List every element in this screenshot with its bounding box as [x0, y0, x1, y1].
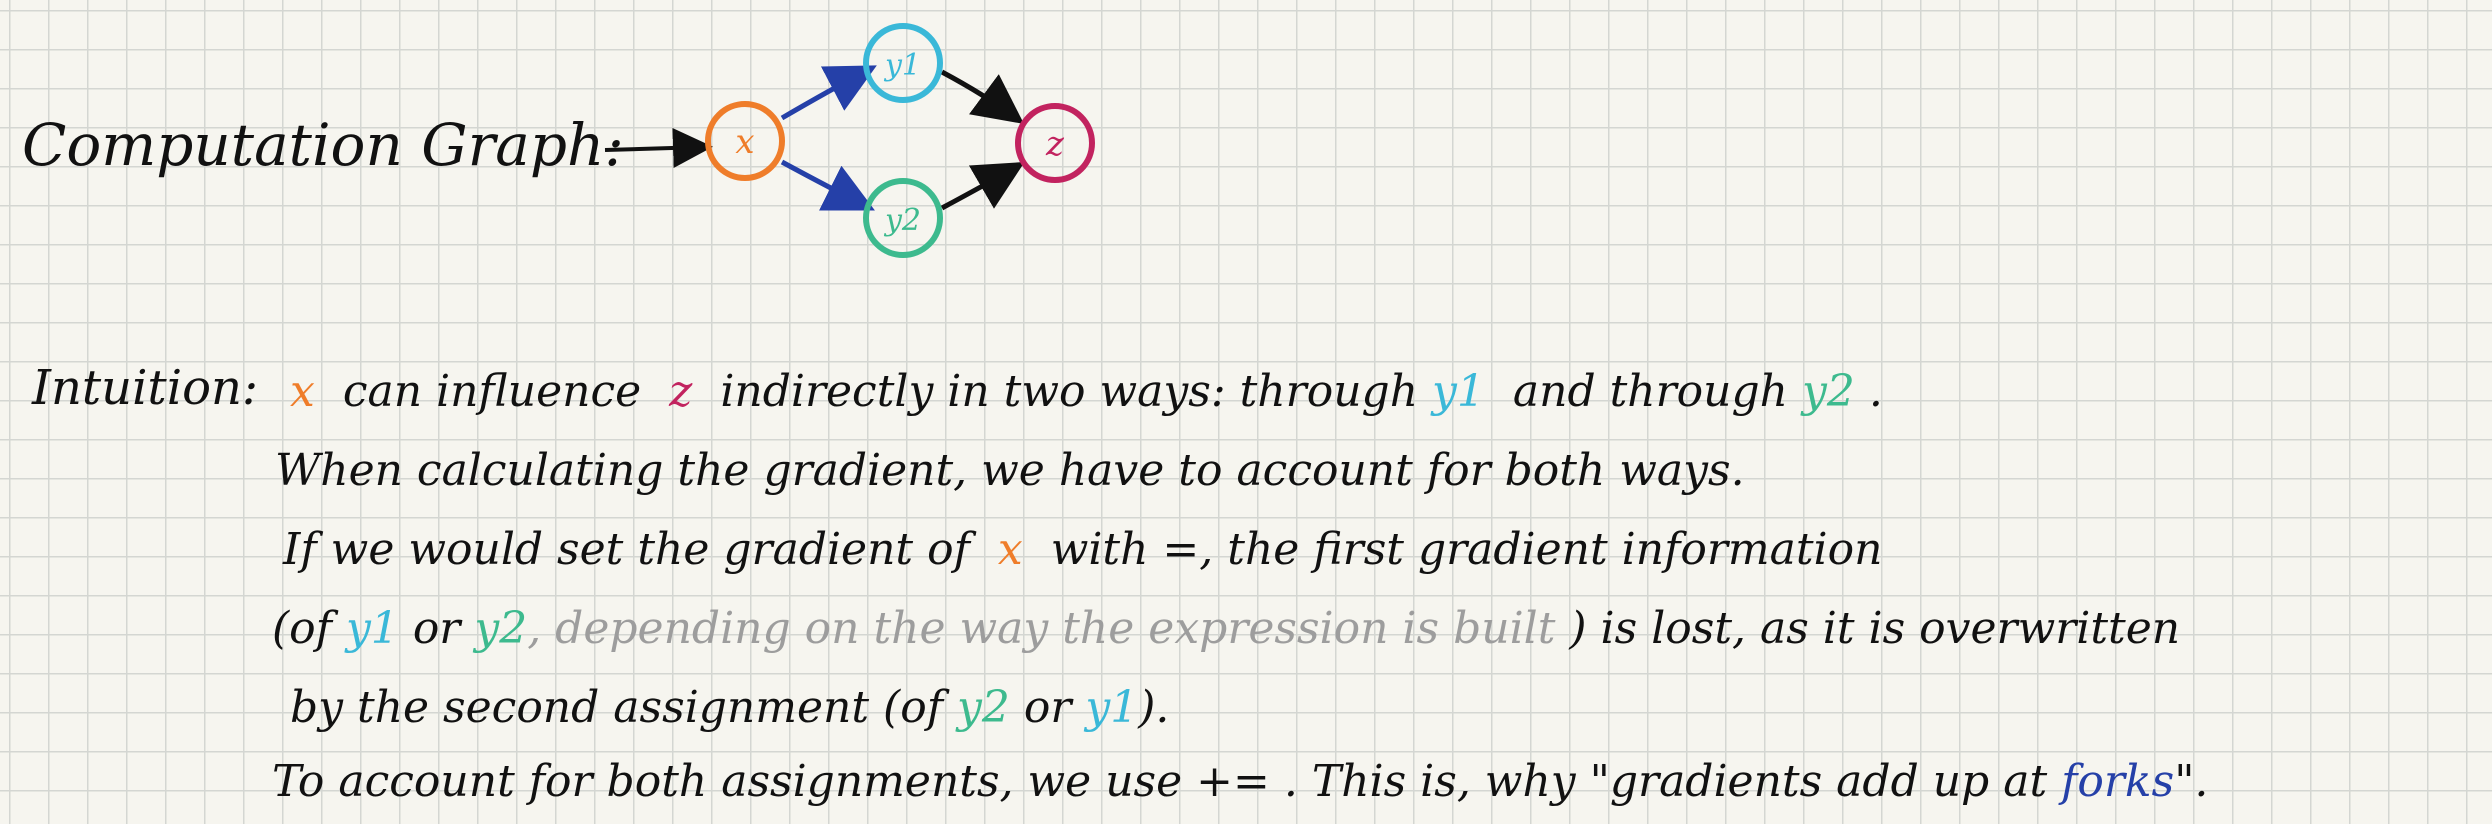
edge-y2-z: [940, 161, 1025, 211]
text: (of: [272, 603, 332, 654]
text: If we would set the gradient of: [283, 524, 970, 575]
intuition-line-1: x can influence z indirectly in two ways…: [290, 367, 1883, 417]
computation-graph-heading: Computation Graph:: [22, 111, 624, 179]
text: To account for both assignments, we use …: [272, 756, 2048, 807]
text: by the second assignment (of: [290, 682, 943, 733]
text: with =, the first gradient information: [1050, 524, 1883, 575]
text: When calculating the gradient, we have t…: [275, 445, 1745, 496]
var-y2: y2: [1802, 366, 1855, 417]
text: or: [1023, 682, 1072, 733]
forks-word: forks: [2061, 756, 2175, 807]
var-x: x: [290, 366, 315, 417]
text: and through: [1512, 366, 1788, 417]
node-y2: [863, 178, 943, 258]
intuition-line-3: If we would set the gradient of x with =…: [283, 525, 1882, 575]
var-y1: y1: [1085, 682, 1139, 733]
text: ).: [1138, 682, 1170, 733]
var-y1: y1: [345, 603, 399, 654]
text: can influence: [342, 366, 642, 417]
intuition-line-5: by the second assignment (of y2 or y1).: [290, 683, 1169, 733]
text: .: [1868, 366, 1883, 417]
node-x: [705, 101, 785, 181]
intuition-heading: Intuition:: [32, 360, 259, 416]
intuition-line-4: (of y1 or y2, depending on the way the e…: [272, 604, 2180, 654]
text: or: [412, 603, 461, 654]
aside-text: , depending on the way the expression is…: [527, 603, 1556, 654]
node-z-label: z: [1045, 124, 1065, 164]
text: ".: [2174, 756, 2209, 807]
var-y1: y1: [1432, 366, 1485, 417]
node-y1-label: y1: [883, 48, 921, 83]
text: indirectly in two ways: through: [720, 366, 1419, 417]
intuition-line-6: To account for both assignments, we use …: [272, 757, 2208, 807]
edge-x-y1: [780, 65, 877, 121]
node-z: [1015, 103, 1095, 183]
var-y2: y2: [474, 603, 528, 654]
input-arrow: [604, 127, 713, 168]
node-x-label: x: [735, 122, 754, 162]
edge-y1-z: [940, 69, 1025, 124]
node-y1: [863, 23, 943, 103]
text: ) is lost, as it is overwritten: [1569, 603, 2181, 654]
intuition-line-2: When calculating the gradient, we have t…: [275, 446, 1745, 496]
var-y2: y2: [956, 682, 1010, 733]
var-z: z: [669, 366, 693, 417]
var-x: x: [997, 524, 1023, 575]
edge-x-y2: [780, 159, 875, 211]
node-y2-label: y2: [883, 203, 921, 238]
